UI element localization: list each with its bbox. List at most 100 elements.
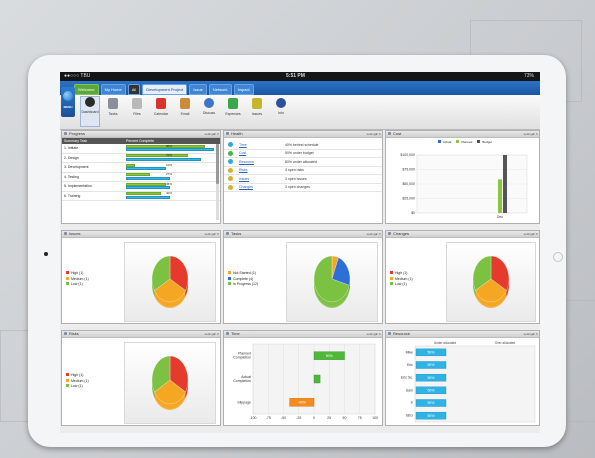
toolbar-calendar-button[interactable]: Calendar <box>152 98 170 116</box>
camera-dot <box>44 252 48 256</box>
health-row[interactable]: Resource 80% under allocated <box>224 158 382 167</box>
toolbar-expenses-button[interactable]: Expenses <box>224 98 242 116</box>
panel-options-button[interactable]: settings <box>204 332 215 336</box>
time-bar[interactable] <box>313 374 321 384</box>
health-row[interactable]: Issues 3 open issues <box>224 175 382 184</box>
health-row[interactable]: Risks 3 open risks <box>224 167 382 175</box>
close-icon[interactable]: ▾ ✕ <box>533 232 538 236</box>
health-status-icon <box>228 142 233 148</box>
time-bar[interactable] <box>289 398 315 407</box>
health-area-link[interactable]: Cost <box>239 151 247 156</box>
scrollbar[interactable] <box>216 144 219 220</box>
health-row[interactable]: Time 40% behind schedule <box>224 141 382 150</box>
panel-header[interactable]: Changes settings ▾ ✕ <box>386 231 539 238</box>
top-tab[interactable]: Development Project <box>142 84 188 95</box>
panel-options-button[interactable]: settings <box>366 332 377 336</box>
close-icon[interactable]: ▾ ✕ <box>533 332 538 336</box>
top-tab[interactable]: Impact <box>233 84 254 95</box>
health-area-link[interactable]: Time <box>239 142 247 147</box>
close-icon[interactable]: ▾ ✕ <box>376 132 381 136</box>
panel-options-button[interactable]: settings <box>523 332 534 336</box>
pie-slice-low[interactable] <box>151 355 171 393</box>
close-icon[interactable]: ▾ ✕ <box>214 232 219 236</box>
time-bar[interactable] <box>313 351 345 360</box>
resource-bar[interactable] <box>415 348 447 357</box>
health-area-link[interactable]: Issues <box>239 176 250 181</box>
toolbar-label: Files <box>133 112 141 116</box>
pie-slice-low[interactable] <box>472 255 492 291</box>
top-tab[interactable]: Issue <box>189 84 207 95</box>
panel-header[interactable]: Tasks settings ▾ ✕ <box>224 231 382 238</box>
panel-title: Resource <box>393 331 411 336</box>
progress-row[interactable]: 1. Initiate 90% <box>62 144 220 154</box>
panel-header[interactable]: Health settings ▾ ✕ <box>224 131 382 138</box>
health-row[interactable]: Cost 50% under budget <box>224 150 382 158</box>
resource-bar[interactable] <box>415 361 447 369</box>
panel-header[interactable]: Risks settings ▾ ✕ <box>62 331 220 338</box>
toolbar-files-button[interactable]: Files <box>128 98 146 116</box>
panel-header[interactable]: Progress settings ▾ ✕ <box>62 131 220 138</box>
menu-logo[interactable]: MENU <box>61 87 75 117</box>
progress-row[interactable]: 6. Training 40% <box>62 191 220 201</box>
toolbar-dashboard-button[interactable]: Dashboard <box>80 96 100 127</box>
toolbar-label: Info <box>278 111 284 115</box>
health-area-link[interactable]: Risks <box>239 168 248 173</box>
cost-bar-planned[interactable] <box>498 179 502 213</box>
close-icon[interactable]: ▾ ✕ <box>214 132 219 136</box>
legend-label: Low (1) <box>71 282 83 286</box>
bar-value-label: 50% <box>326 354 333 358</box>
tasks-pie-chart <box>313 255 351 308</box>
panel-header[interactable]: Issues settings ▾ ✕ <box>62 231 220 238</box>
pie-slice-high[interactable] <box>490 255 510 291</box>
panel-header[interactable]: Cost settings ▾ ✕ <box>386 131 539 138</box>
cost-bar-budget[interactable] <box>503 155 507 213</box>
toolbar-tasks-button[interactable]: Tasks <box>104 98 122 116</box>
panel-options-button[interactable]: settings <box>523 232 534 236</box>
health-area-link[interactable]: Resource <box>239 159 254 164</box>
pie-slice-low[interactable] <box>151 255 171 291</box>
home-button[interactable] <box>553 252 563 262</box>
pie-slice-high[interactable] <box>169 355 189 393</box>
progress-row[interactable]: 4. Testing 27% <box>62 172 220 182</box>
health-area-link[interactable]: Changes <box>239 185 254 190</box>
toolbar-email-button[interactable]: Email <box>176 98 194 116</box>
actual-progress-bar <box>126 176 170 180</box>
panel-header[interactable]: Time settings ▾ ✕ <box>224 331 382 338</box>
close-icon[interactable]: ▾ ✕ <box>214 332 219 336</box>
panel-options-button[interactable]: settings <box>204 132 215 136</box>
progress-row[interactable]: 3. Development 10% <box>62 163 220 173</box>
pie-slice-medium[interactable] <box>154 379 186 405</box>
progress-row[interactable]: 2. Design 70% <box>62 153 220 163</box>
actual-progress-bar <box>126 157 201 161</box>
resource-bar[interactable] <box>415 386 447 395</box>
pie-slice-medium[interactable] <box>475 278 507 303</box>
toolbar-info-button[interactable]: Info <box>272 98 290 115</box>
top-tab[interactable]: Welcome <box>74 84 99 95</box>
health-row[interactable]: Changes 3 open changes <box>224 184 382 192</box>
toolbar-issues-button[interactable]: Issues <box>248 98 266 116</box>
pie-slice-medium[interactable] <box>154 278 186 303</box>
toolbar-discuss-button[interactable]: Discuss <box>200 98 218 115</box>
progress-row[interactable]: 5. Implementation 45% <box>62 182 220 192</box>
top-tab[interactable]: Network <box>208 84 232 95</box>
pie-slice-in-progress[interactable] <box>313 255 350 303</box>
close-icon[interactable]: ▾ ✕ <box>376 332 381 336</box>
panel-options-button[interactable]: settings <box>523 132 534 136</box>
legend-item: High (1) <box>390 271 413 277</box>
panel-options-button[interactable]: settings <box>204 232 215 236</box>
legend-label: Medium (1) <box>395 276 413 281</box>
panel-options-button[interactable]: settings <box>366 232 377 236</box>
panel-title: Time <box>231 331 240 336</box>
resource-bar[interactable] <box>415 399 447 407</box>
resource-bar[interactable] <box>415 373 447 382</box>
panel-header[interactable]: Resource settings ▾ ✕ <box>386 331 539 338</box>
pie-slice-complete[interactable] <box>331 257 351 286</box>
pie-slice-high[interactable] <box>169 255 189 291</box>
resource-bar[interactable] <box>415 411 447 420</box>
top-tab[interactable]: My Home <box>100 84 126 95</box>
panel-title: Changes <box>393 231 410 236</box>
top-tab[interactable]: All <box>127 84 141 95</box>
close-icon[interactable]: ▾ ✕ <box>533 132 538 136</box>
close-icon[interactable]: ▾ ✕ <box>376 232 381 236</box>
panel-options-button[interactable]: settings <box>366 132 377 136</box>
